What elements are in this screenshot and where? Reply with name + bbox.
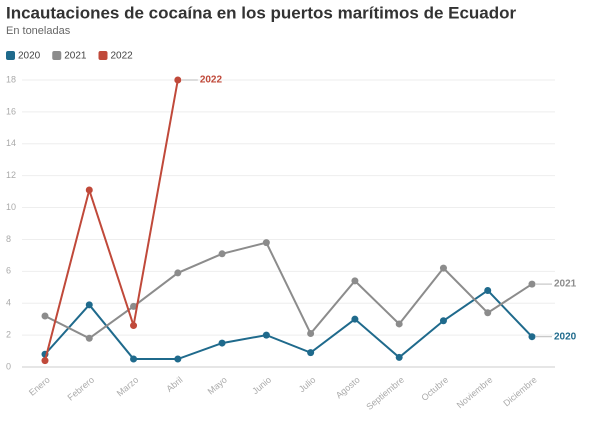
data-point bbox=[351, 315, 359, 323]
series-line bbox=[44, 289, 533, 361]
x-tick-label: Octubre bbox=[419, 375, 450, 403]
data-point bbox=[218, 339, 226, 347]
data-point bbox=[307, 330, 315, 338]
chart-title: Incautaciones de cocaína en los puertos … bbox=[6, 3, 517, 22]
chart-subtitle: En toneladas bbox=[6, 25, 71, 37]
data-point bbox=[218, 250, 226, 258]
legend-swatch bbox=[52, 51, 62, 60]
legend-swatch bbox=[6, 51, 15, 60]
end-label: 2020 bbox=[554, 331, 577, 342]
data-point bbox=[307, 349, 315, 357]
y-tick-label: 8 bbox=[6, 234, 11, 244]
y-tick-label: 18 bbox=[6, 74, 16, 84]
data-point bbox=[130, 322, 138, 330]
x-tick-label: Febrero bbox=[66, 375, 97, 403]
data-point bbox=[439, 317, 447, 325]
x-tick-label: Noviembre bbox=[455, 375, 495, 411]
y-tick-label: 10 bbox=[6, 202, 16, 212]
data-point bbox=[130, 302, 138, 310]
legend-label: 2020 bbox=[18, 51, 41, 62]
data-point bbox=[528, 333, 536, 341]
data-point bbox=[351, 277, 359, 285]
data-point bbox=[395, 320, 403, 328]
x-tick-label: Diciembre bbox=[501, 375, 538, 409]
data-point bbox=[174, 355, 182, 363]
y-tick-label: 0 bbox=[6, 361, 11, 371]
end-label: 2022 bbox=[200, 75, 223, 86]
series-line bbox=[44, 241, 533, 340]
data-point bbox=[484, 286, 492, 294]
y-tick-label: 4 bbox=[6, 298, 11, 308]
x-tick-label: Julio bbox=[297, 375, 318, 395]
data-point bbox=[528, 280, 536, 288]
x-tick-label: Mayo bbox=[206, 375, 229, 397]
y-tick-label: 2 bbox=[6, 329, 11, 339]
data-point bbox=[262, 239, 270, 247]
x-tick-label: Agosto bbox=[334, 375, 362, 401]
end-label: 2021 bbox=[554, 279, 577, 290]
data-point bbox=[484, 309, 492, 317]
data-point bbox=[85, 186, 93, 194]
data-point bbox=[262, 331, 270, 339]
legend-label: 2022 bbox=[111, 51, 134, 62]
y-tick-label: 16 bbox=[6, 106, 16, 116]
legend-swatch bbox=[98, 51, 108, 60]
x-tick-label: Septiembre bbox=[364, 375, 406, 412]
data-point bbox=[85, 334, 93, 342]
data-point bbox=[174, 269, 182, 277]
data-point bbox=[130, 355, 138, 363]
y-tick-label: 12 bbox=[6, 170, 16, 180]
data-point bbox=[395, 353, 403, 361]
x-tick-label: Enero bbox=[27, 375, 52, 398]
series-line bbox=[44, 79, 179, 361]
y-tick-label: 6 bbox=[6, 266, 11, 276]
data-point bbox=[85, 301, 93, 309]
data-point bbox=[174, 76, 182, 84]
data-point bbox=[439, 264, 447, 272]
y-tick-label: 14 bbox=[6, 138, 16, 148]
legend-label: 2021 bbox=[64, 51, 87, 62]
x-tick-label: Marzo bbox=[115, 375, 141, 399]
data-point bbox=[41, 357, 49, 365]
data-point bbox=[41, 312, 49, 320]
x-tick-label: Abril bbox=[164, 375, 184, 394]
x-tick-label: Junio bbox=[250, 375, 273, 396]
